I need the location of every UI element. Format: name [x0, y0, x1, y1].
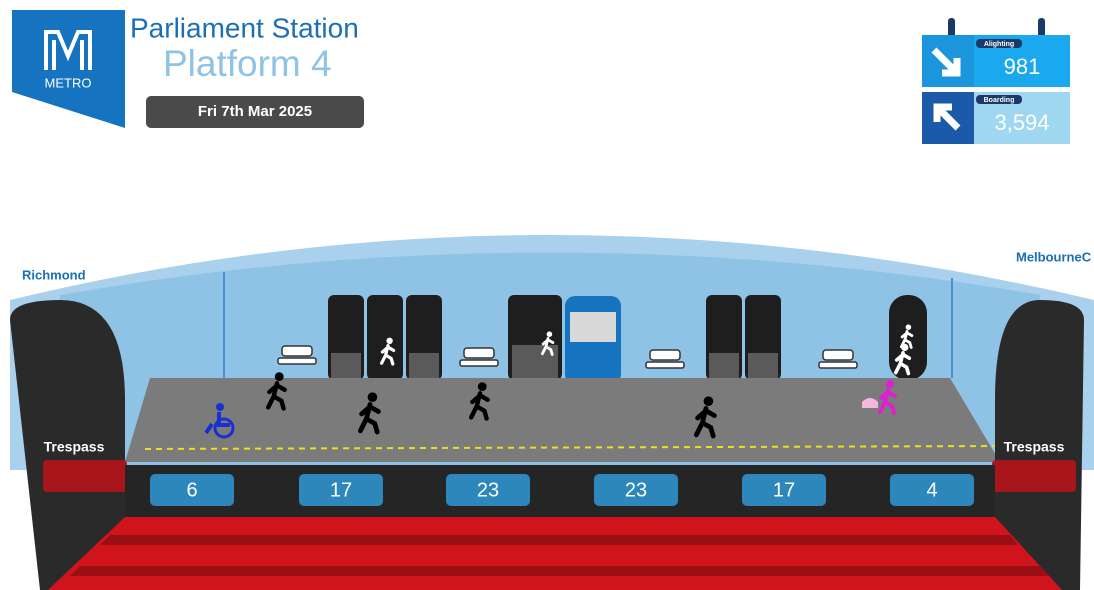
person-head — [386, 338, 392, 344]
carriage-count: 17 — [773, 479, 795, 501]
person-head — [478, 382, 487, 391]
carriage-count: 23 — [477, 479, 499, 501]
trespass-bar-left — [43, 460, 127, 492]
logo-badge — [12, 10, 125, 128]
carriage-count: 4 — [926, 479, 937, 501]
carriage-count: 23 — [625, 479, 647, 501]
date: Fri 7th Mar 2025 — [198, 103, 312, 120]
person-head — [704, 396, 714, 406]
person-head — [901, 344, 908, 351]
platform-title: Platform 4 — [163, 43, 332, 84]
station-title: Parliament Station — [130, 12, 359, 43]
person-head — [368, 392, 378, 402]
boarding-label: Boarding — [984, 97, 1015, 104]
alighting-value: 981 — [1004, 54, 1041, 79]
trespass-bar-right — [992, 460, 1076, 492]
person-head — [906, 324, 912, 330]
carriage-count: 17 — [330, 479, 352, 501]
person-head — [886, 380, 894, 388]
person-head — [275, 372, 284, 381]
trespass-left: Trespass — [44, 439, 105, 455]
wheelchair-user — [216, 403, 224, 411]
station-display: METRO Parliament Station Platform 4 Fri … — [0, 0, 1094, 590]
trespass-right: Trespass — [1004, 439, 1065, 455]
logo-text: METRO — [45, 75, 92, 90]
carriage-count: 6 — [186, 479, 197, 501]
track — [48, 517, 1062, 590]
direction-right: MelbourneC — [1016, 249, 1092, 264]
direction-left: Richmond — [22, 267, 86, 282]
boarding-value: 3,594 — [994, 110, 1049, 135]
train-strip — [125, 465, 995, 517]
person-head — [547, 331, 553, 337]
alighting-label: Alighting — [984, 41, 1014, 48]
